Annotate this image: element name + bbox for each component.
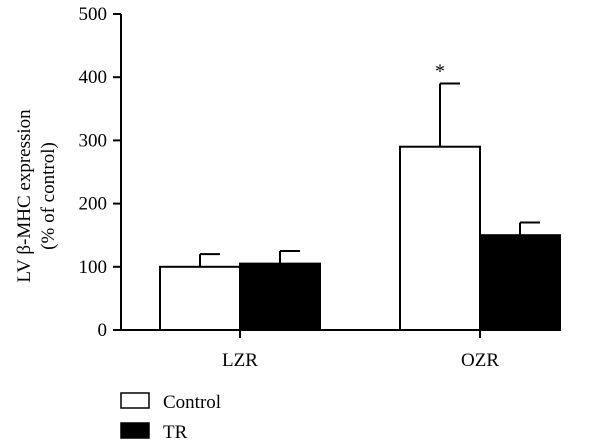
bar-tr-lzr <box>239 262 321 332</box>
y-tick-label: 400 <box>79 67 108 88</box>
significance-marker: * <box>435 61 445 83</box>
axes: 0 100 200 300 400 500 LZR OZR <box>79 4 560 371</box>
y-axis-title-line1: LV β-MHC expression <box>14 109 35 283</box>
x-tick-label-ozr: OZR <box>461 350 499 371</box>
bar-tr-ozr <box>479 234 561 331</box>
bar-control-ozr <box>399 145 481 331</box>
bars: * <box>159 61 561 332</box>
y-tick-label: 500 <box>79 4 108 25</box>
y-tick-label: 0 <box>98 320 108 341</box>
x-tick-label-lzr: LZR <box>222 350 258 371</box>
legend: Control TR <box>120 392 221 443</box>
y-tick-label: 200 <box>79 194 108 215</box>
bar-control-lzr <box>159 265 241 331</box>
legend-label-tr: TR <box>163 422 188 443</box>
y-axis-title: LV β-MHC expression (% of control) <box>14 109 59 283</box>
y-tick-label: 100 <box>79 257 108 278</box>
legend-swatch-tr <box>120 422 150 439</box>
legend-swatch-control <box>120 392 150 409</box>
y-tick-label: 300 <box>79 130 108 151</box>
legend-label-control: Control <box>163 392 221 413</box>
y-axis-title-line2: (% of control) <box>38 142 59 250</box>
